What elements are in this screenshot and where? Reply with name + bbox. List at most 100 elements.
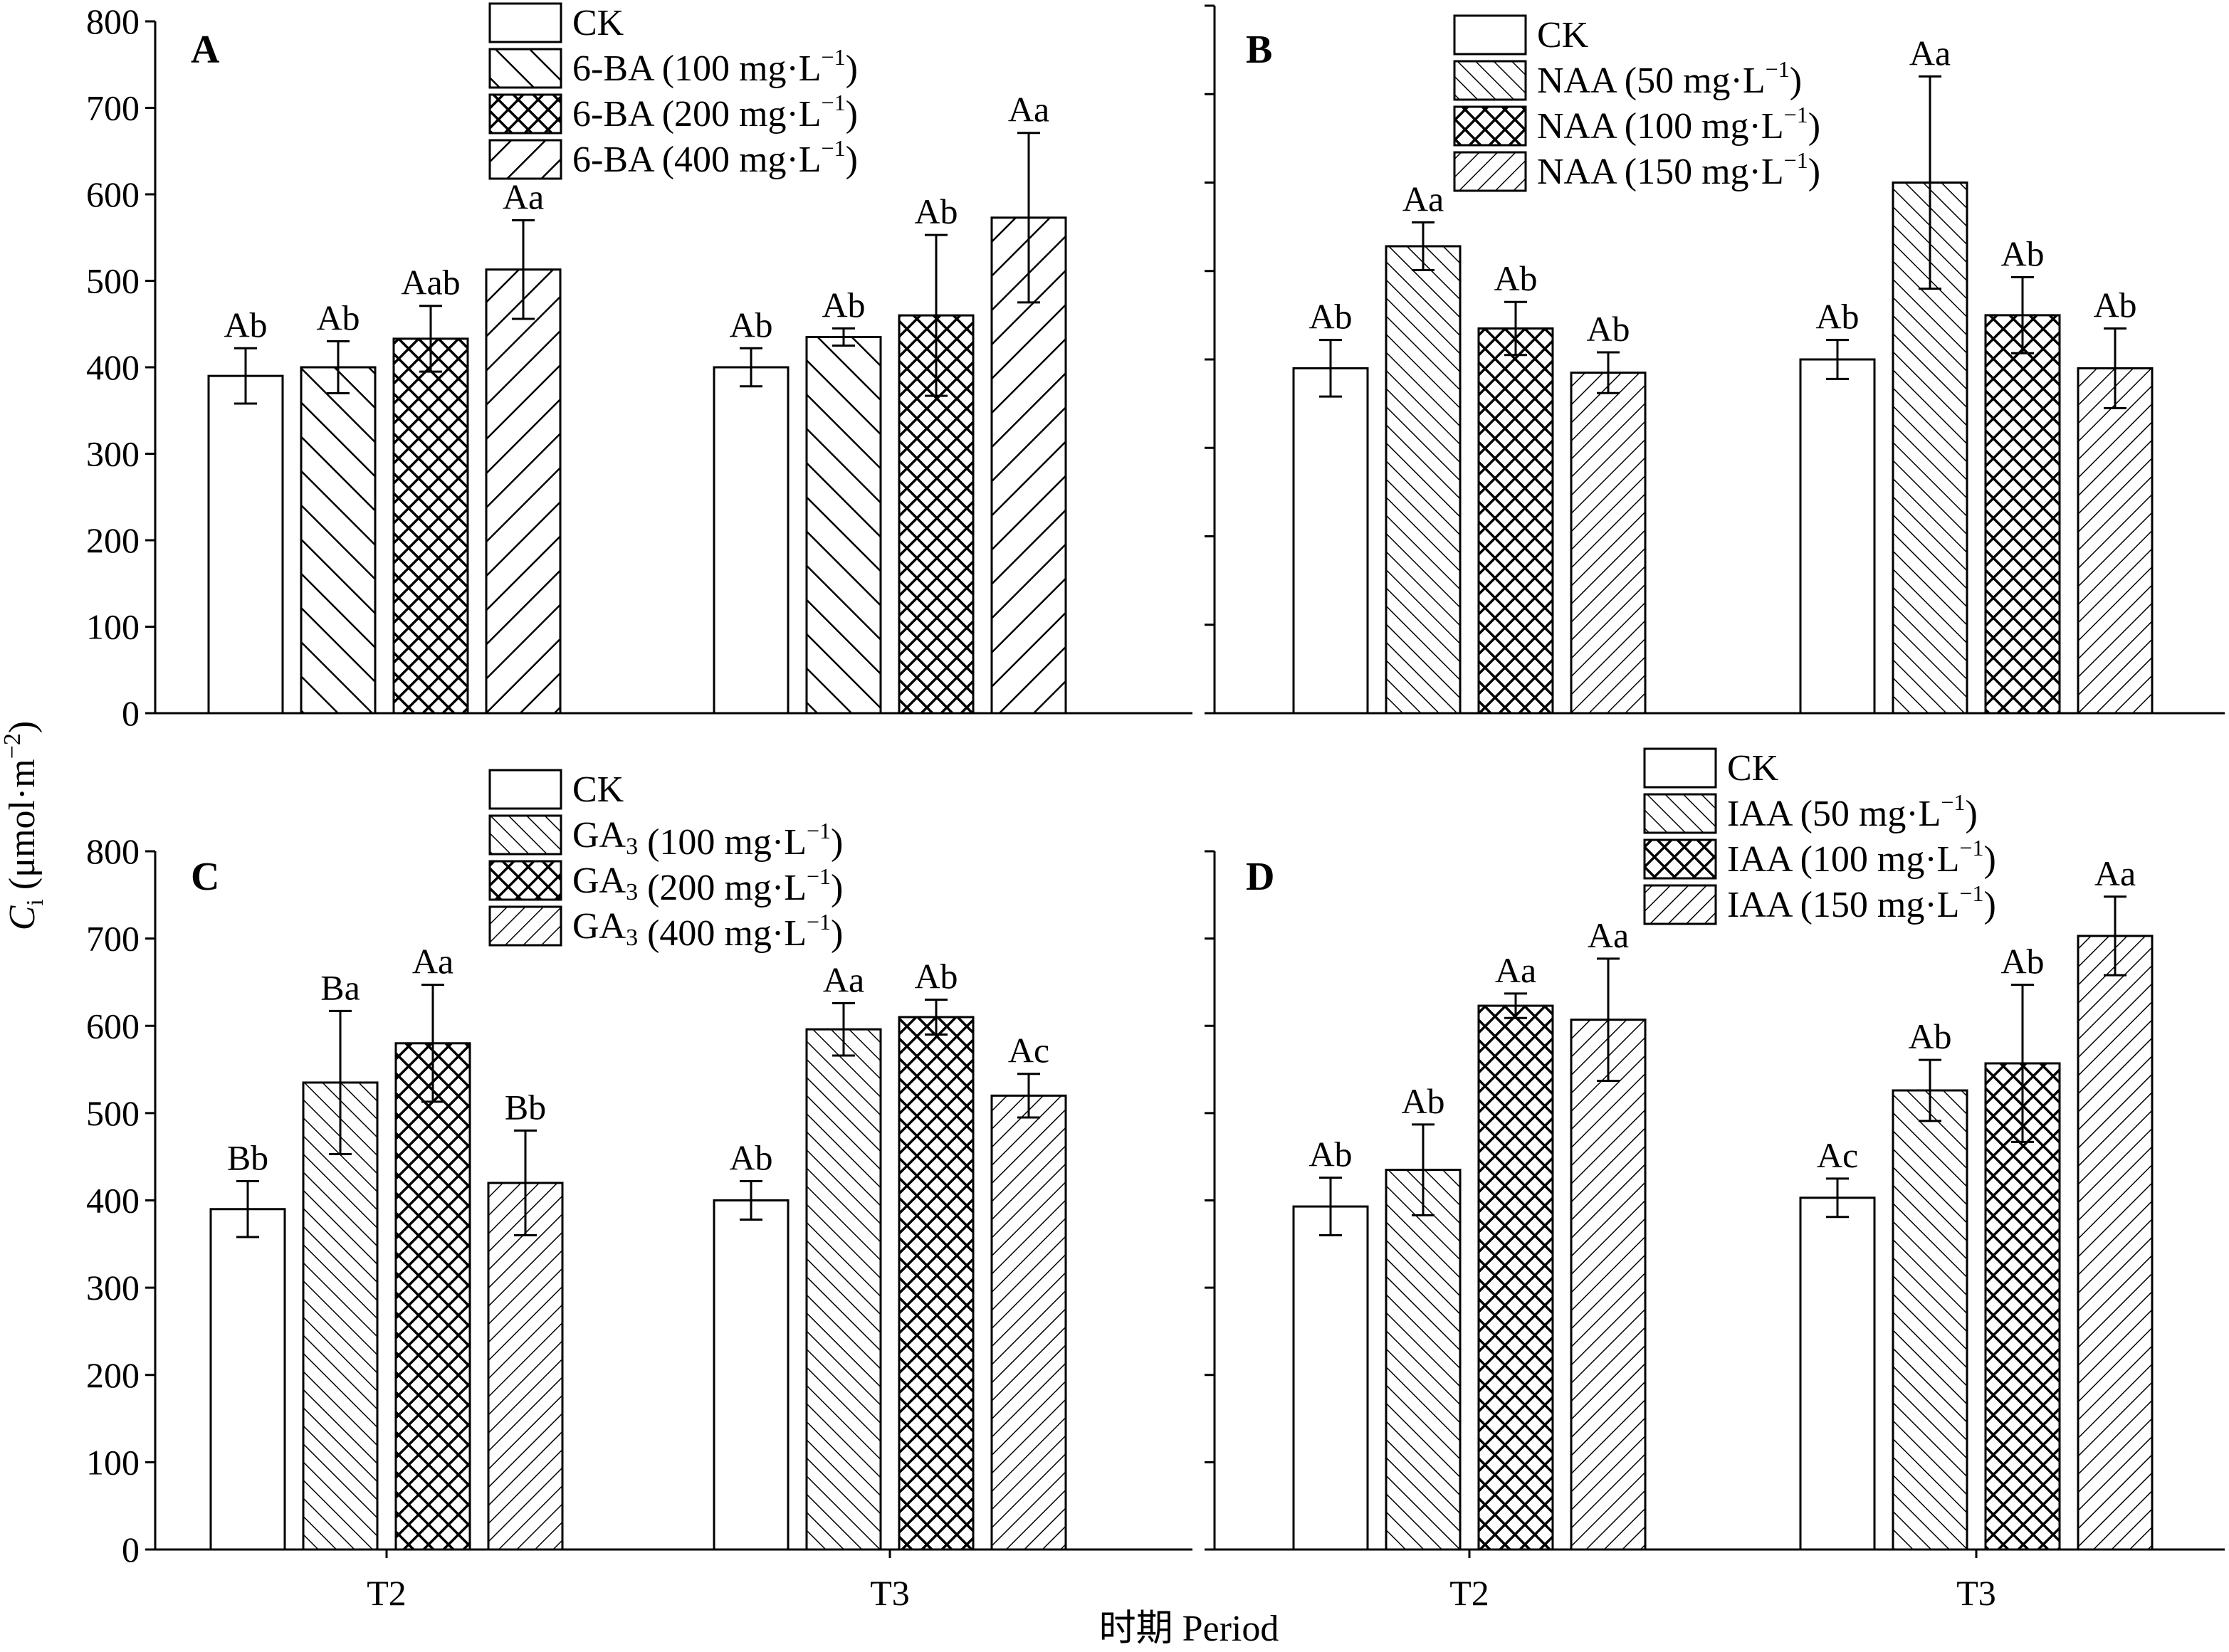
legend-label: NAA (150 mg·L−1) <box>1537 147 1820 192</box>
legend-label: CK <box>572 769 624 810</box>
legend-label: 6-BA (400 mg·L−1) <box>572 135 858 180</box>
bar <box>392 337 469 715</box>
y-tick-label: 0 <box>122 1530 140 1569</box>
bar <box>394 1042 471 1551</box>
panel-letter: C <box>191 855 219 899</box>
legend-swatch <box>1453 60 1527 101</box>
legend-label: CK <box>1727 748 1779 789</box>
x-tick-label: T3 <box>1956 1573 1996 1613</box>
bar <box>1385 1169 1462 1551</box>
legend-label: 6-BA (100 mg·L−1) <box>572 44 858 89</box>
legend-label: IAA (50 mg·L−1) <box>1727 789 1978 834</box>
bar-significance-label: Aa <box>1008 90 1049 130</box>
legend-label: CK <box>572 3 624 43</box>
bar <box>1799 358 1876 715</box>
bar <box>713 1199 790 1551</box>
legend-label: NAA (100 mg·L−1) <box>1537 102 1820 147</box>
bar <box>805 1028 882 1551</box>
y-tick-label: 100 <box>86 607 140 647</box>
legend-swatch <box>488 139 562 180</box>
bar <box>1570 1019 1647 1551</box>
bar-significance-label: Ab <box>1308 297 1352 337</box>
bar-significance-label: Ab <box>914 191 958 231</box>
legend-label: GA3 (400 mg·L−1) <box>572 906 843 954</box>
bar <box>485 268 562 715</box>
x-tick-label: T2 <box>367 1573 407 1613</box>
bar <box>1477 327 1554 715</box>
bar-significance-label: Aa <box>503 177 544 216</box>
y-tick-label: 400 <box>86 1181 140 1221</box>
bar-significance-label: Ab <box>2000 942 2044 982</box>
legend-swatch <box>488 905 562 947</box>
bar <box>487 1182 564 1551</box>
bar-significance-label: Ac <box>1817 1135 1858 1175</box>
legend-label: CK <box>1537 15 1589 56</box>
legend-swatch <box>1643 747 1717 789</box>
bar-significance-label: Ab <box>1586 309 1630 349</box>
bar-significance-label: Aab <box>401 263 460 302</box>
bar-significance-label: Ab <box>822 285 865 325</box>
bar <box>2077 367 2154 715</box>
bar-significance-label: Bb <box>505 1087 546 1127</box>
bar <box>1892 1089 1968 1551</box>
bar-significance-label: Aa <box>1402 179 1444 219</box>
legend-swatch <box>1453 151 1527 192</box>
y-tick-label: 400 <box>86 347 140 387</box>
bar-significance-label: Ab <box>1308 1135 1352 1174</box>
legend-swatch <box>1453 105 1527 147</box>
legend-swatch <box>488 769 562 810</box>
y-tick-label: 200 <box>86 520 140 560</box>
y-tick-label: 700 <box>86 919 140 959</box>
bar-significance-label: Ab <box>729 1138 772 1178</box>
y-tick-label: 700 <box>86 88 140 128</box>
panel-letter: A <box>191 28 220 72</box>
y-tick-label: 200 <box>86 1355 140 1395</box>
bar <box>898 1016 975 1551</box>
bar <box>1385 245 1462 715</box>
bar <box>300 366 377 715</box>
y-tick-label: 300 <box>86 434 140 474</box>
bar <box>805 335 882 715</box>
legend-swatch <box>488 2 562 43</box>
y-tick-label: 500 <box>86 1093 140 1133</box>
y-tick-label: 500 <box>86 261 140 301</box>
bar-significance-label: Ab <box>2000 233 2044 273</box>
bar-significance-label: Aa <box>1588 915 1629 955</box>
y-tick-label: 800 <box>86 831 140 871</box>
legend-swatch <box>488 93 562 135</box>
x-tick-label: T3 <box>870 1573 910 1613</box>
bar-significance-label: Aa <box>1495 950 1536 990</box>
bar <box>1984 314 2061 715</box>
legend-swatch <box>488 48 562 89</box>
y-tick-label: 100 <box>86 1442 140 1482</box>
legend-swatch <box>1643 884 1717 925</box>
legend-swatch <box>1453 14 1527 56</box>
bar-significance-label: Aa <box>2094 853 2136 893</box>
legend-label: GA3 (100 mg·L−1) <box>572 815 843 863</box>
legend-label: GA3 (200 mg·L−1) <box>572 861 843 908</box>
bar-significance-label: Ab <box>1908 1016 1951 1056</box>
bar <box>302 1081 379 1551</box>
legend-label: IAA (150 mg·L−1) <box>1727 880 1996 925</box>
bar-significance-label: Aa <box>1909 33 1951 73</box>
bar-significance-label: Ab <box>1401 1081 1444 1121</box>
legend-swatch <box>1643 793 1717 834</box>
bar <box>1292 367 1369 715</box>
y-tick-label: 0 <box>122 693 140 733</box>
bar <box>1477 1004 1554 1551</box>
y-tick-label: 800 <box>86 1 140 41</box>
bar-significance-label: Ba <box>320 967 360 1007</box>
bar <box>1799 1196 1876 1551</box>
y-tick-label: 300 <box>86 1268 140 1308</box>
bar-significance-label: Ab <box>729 305 772 344</box>
bar-significance-label: Ab <box>914 956 958 996</box>
bar <box>209 1208 286 1551</box>
bar-significance-label: Ac <box>1008 1031 1049 1070</box>
panel-a: 0 100 200 300 400 500 600 700 800 A Ab Ab Ab Ab Aab Ab A… <box>86 1 1192 733</box>
bar-significance-label: Bb <box>227 1138 268 1178</box>
panel-letter: D <box>1246 855 1274 899</box>
bar <box>2077 935 2154 1551</box>
